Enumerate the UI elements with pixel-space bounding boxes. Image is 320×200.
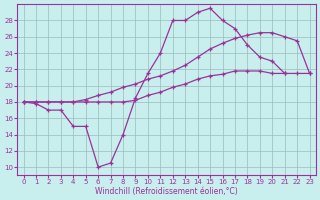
X-axis label: Windchill (Refroidissement éolien,°C): Windchill (Refroidissement éolien,°C) bbox=[95, 187, 238, 196]
